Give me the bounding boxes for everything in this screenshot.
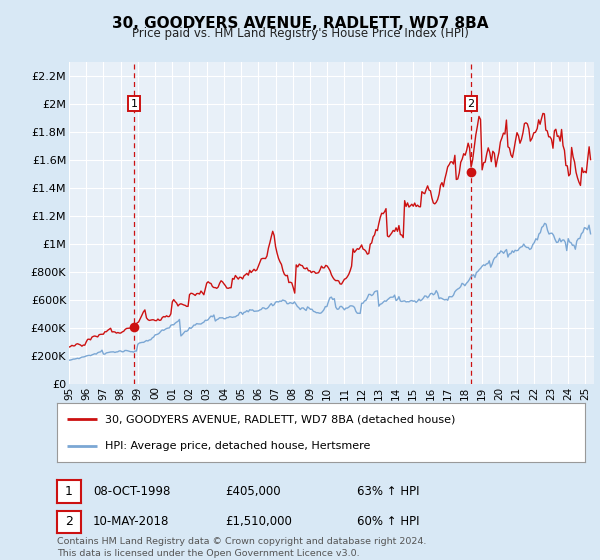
Text: 1: 1 [130,99,137,109]
Text: Contains HM Land Registry data © Crown copyright and database right 2024.
This d: Contains HM Land Registry data © Crown c… [57,537,427,558]
Text: 2: 2 [65,515,73,529]
Text: 30, GOODYERS AVENUE, RADLETT, WD7 8BA: 30, GOODYERS AVENUE, RADLETT, WD7 8BA [112,16,488,31]
Text: 30, GOODYERS AVENUE, RADLETT, WD7 8BA (detached house): 30, GOODYERS AVENUE, RADLETT, WD7 8BA (d… [104,414,455,424]
Text: 08-OCT-1998: 08-OCT-1998 [93,485,170,498]
Text: 10-MAY-2018: 10-MAY-2018 [93,515,169,529]
Text: 60% ↑ HPI: 60% ↑ HPI [357,515,419,529]
Text: £405,000: £405,000 [225,485,281,498]
Text: 1: 1 [65,485,73,498]
Text: Price paid vs. HM Land Registry's House Price Index (HPI): Price paid vs. HM Land Registry's House … [131,27,469,40]
Text: 63% ↑ HPI: 63% ↑ HPI [357,485,419,498]
Text: HPI: Average price, detached house, Hertsmere: HPI: Average price, detached house, Hert… [104,441,370,451]
Text: £1,510,000: £1,510,000 [225,515,292,529]
Text: 2: 2 [467,99,475,109]
